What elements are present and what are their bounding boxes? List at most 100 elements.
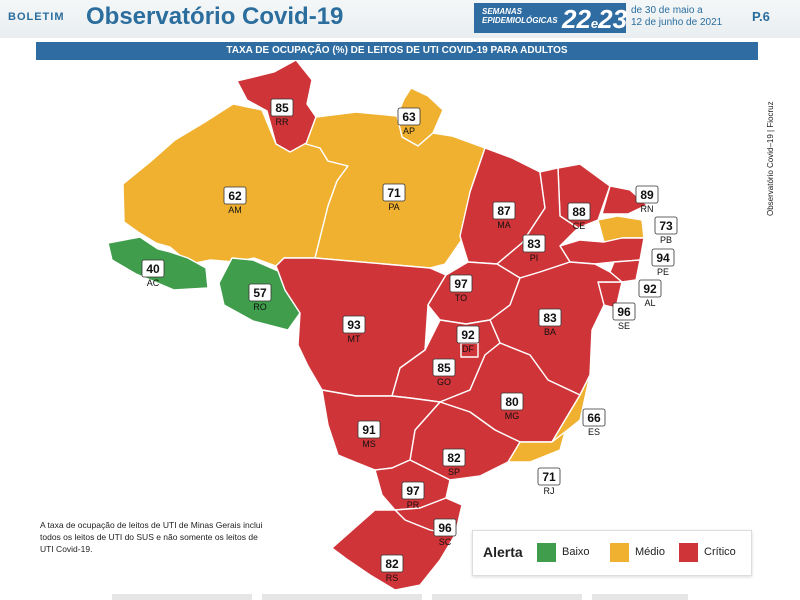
value-ro: 57 (253, 286, 267, 300)
state-label-ba: 83 BA (538, 308, 562, 337)
state-label-ms: 91 MS (357, 420, 381, 449)
legend-swatch-medio (610, 543, 629, 562)
value-al: 92 (643, 282, 657, 296)
state-label-df: 92 DF (456, 325, 480, 354)
value-box-df (456, 325, 480, 344)
value-go: 85 (437, 361, 451, 375)
uf-pe: PE (657, 267, 669, 277)
footnote: A taxa de ocupação de leitos de UTI de M… (40, 520, 263, 554)
uf-ba: BA (544, 327, 556, 337)
value-box-es (582, 408, 606, 427)
state-label-am: 62 AM (223, 186, 247, 215)
value-box-ma (492, 201, 516, 220)
state-label-ce: 88 CE (567, 202, 591, 231)
legend-label-medio: Médio (635, 546, 665, 558)
semanas-label: SEMANAS EPIDEMIOLÓGICAS (482, 7, 558, 25)
state-label-ma: 87 MA (492, 201, 516, 230)
value-box-pa (382, 183, 406, 202)
value-ma: 87 (497, 204, 511, 218)
legend-title: Alerta (483, 544, 523, 560)
uf-sp: SP (448, 467, 460, 477)
legend-swatch-critico (679, 543, 698, 562)
uf-to: TO (455, 293, 467, 303)
uf-sc: SC (439, 537, 452, 547)
uf-rs: RS (386, 573, 399, 583)
value-box-pb (654, 216, 678, 235)
uf-pa: PA (388, 202, 399, 212)
state-label-pr: 97 PR (401, 481, 425, 510)
state-label-rj: 71 RJ (537, 467, 561, 496)
legend-label-critico: Crítico (704, 546, 736, 558)
uf-mg: MG (505, 411, 520, 421)
uf-mt: MT (348, 334, 361, 344)
uf-go: GO (437, 377, 451, 387)
value-pa: 71 (387, 186, 401, 200)
value-box-se (612, 302, 636, 321)
value-rj: 71 (542, 470, 556, 484)
value-box-to (449, 274, 473, 293)
value-box-pe (651, 248, 675, 267)
value-box-rn (635, 185, 659, 204)
value-box-sp (442, 448, 466, 467)
state-region-rs[interactable] (331, 509, 456, 591)
uf-ma: MA (497, 220, 511, 230)
uf-al: AL (644, 298, 655, 308)
state-label-rr: 85 RR (270, 98, 294, 127)
value-box-al (638, 279, 662, 298)
value-box-ac (141, 259, 165, 278)
week-a: 22 (562, 4, 591, 34)
state-label-go: 85 GO (432, 358, 456, 387)
state-label-rn: 89 RN (635, 185, 659, 214)
uf-ap: AP (403, 126, 415, 136)
state-label-pa: 71 PA (382, 183, 406, 212)
state-regions (107, 60, 648, 591)
semanas-line1: SEMANAS (482, 7, 523, 16)
value-df: 92 (461, 328, 475, 342)
uf-ce: CE (573, 221, 586, 231)
header-band: BOLETIM Observatório Covid-19 SEMANAS EP… (0, 0, 800, 38)
week-numbers: 22e23 (562, 4, 627, 35)
uf-pb: PB (660, 235, 672, 245)
value-box-rr (270, 98, 294, 117)
value-rn: 89 (640, 188, 654, 202)
uf-es: ES (588, 427, 600, 437)
value-to: 97 (454, 277, 468, 291)
state-label-ap: 63 AP (397, 107, 421, 136)
state-label-rs: 82 RS (380, 554, 404, 583)
value-box-ro (248, 283, 272, 302)
uf-rr: RR (276, 117, 289, 127)
semanas-line2: EPIDEMIOLÓGICAS (482, 16, 558, 25)
state-label-mt: 93 MT (342, 315, 366, 344)
uf-am: AM (228, 205, 242, 215)
uf-ms: MS (362, 439, 376, 449)
state-region-rn[interactable] (601, 185, 648, 215)
value-ac: 40 (146, 262, 160, 276)
value-box-rj (537, 467, 561, 486)
state-region-al[interactable] (609, 259, 641, 283)
value-box-sc (433, 518, 457, 537)
legend-swatch-baixo (537, 543, 556, 562)
footer-bar (592, 594, 688, 600)
uf-pr: PR (407, 500, 420, 510)
state-label-pi: 83 PI (522, 234, 546, 263)
state-label-se: 96 SE (612, 302, 636, 331)
value-pr: 97 (406, 484, 420, 498)
value-ms: 91 (362, 423, 376, 437)
value-box-mg (500, 392, 524, 411)
value-pi: 83 (527, 237, 541, 251)
value-box-go (432, 358, 456, 377)
uf-rn: RN (641, 204, 654, 214)
value-box-ap (397, 107, 421, 126)
state-label-sp: 82 SP (442, 448, 466, 477)
value-am: 62 (228, 189, 242, 203)
value-sc: 96 (438, 521, 452, 535)
value-rs: 82 (385, 557, 399, 571)
value-mg: 80 (505, 395, 519, 409)
date-range: de 30 de maio a 12 de junho de 2021 (631, 5, 722, 29)
boletim-label: BOLETIM (8, 11, 65, 23)
value-ce: 88 (572, 205, 586, 219)
value-mt: 93 (347, 318, 361, 332)
map-subtitle: TAXA DE OCUPAÇÃO (%) DE LEITOS DE UTI CO… (36, 42, 758, 60)
legend-label-baixo: Baixo (562, 546, 590, 558)
